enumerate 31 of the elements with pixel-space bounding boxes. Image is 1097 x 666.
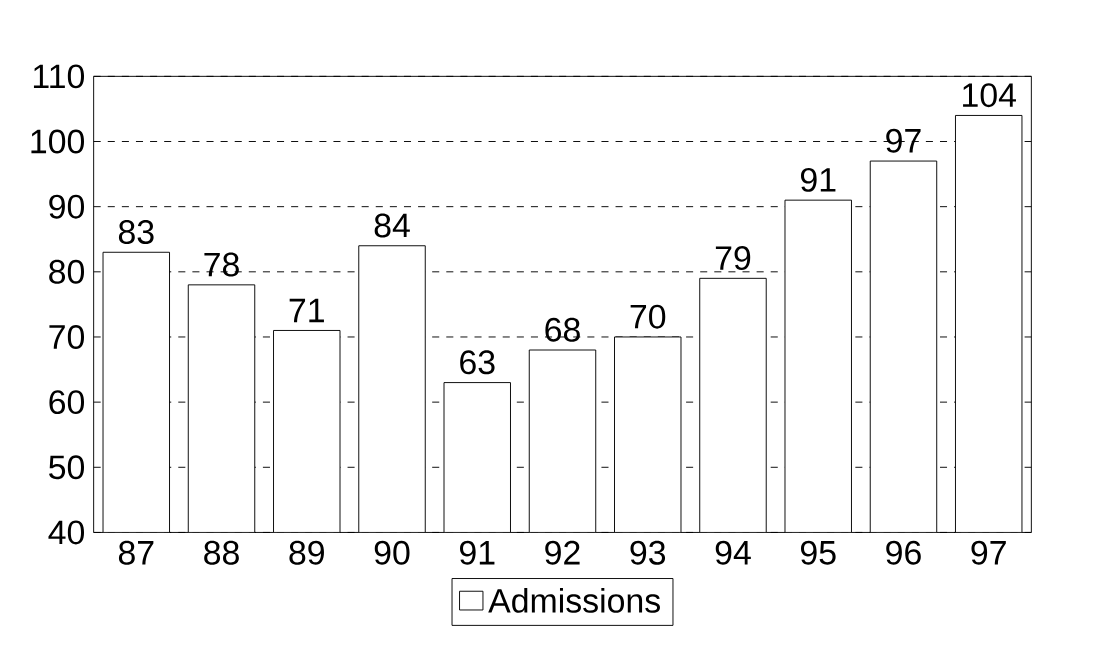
y-tick-label: 40 <box>48 520 85 545</box>
x-tick-label: 95 <box>800 540 836 565</box>
data-label: 104 <box>963 83 1016 108</box>
y-tick-label: 50 <box>49 455 85 480</box>
legend-label: Admissions <box>488 587 660 613</box>
data-label: 63 <box>460 350 495 375</box>
data-label: 68 <box>545 317 580 342</box>
x-tick-label: 92 <box>545 540 580 565</box>
y-tick-label: 110 <box>33 64 85 89</box>
data-label: 97 <box>886 128 921 153</box>
data-label: 71 <box>289 298 324 323</box>
x-tick-label: 96 <box>886 540 921 565</box>
x-tick-label: 91 <box>460 540 495 565</box>
y-tick-label: 80 <box>49 259 85 284</box>
y-tick-label: 60 <box>49 390 85 415</box>
x-tick-label: 88 <box>204 540 239 565</box>
x-tick-label: 93 <box>630 540 666 565</box>
x-tick-label: 87 <box>118 540 154 565</box>
y-tick-label: 100 <box>31 129 85 154</box>
data-label: 79 <box>715 245 751 270</box>
data-label: 70 <box>630 304 666 329</box>
y-tick-label: 70 <box>49 324 85 349</box>
x-tick-label: 94 <box>715 540 751 565</box>
x-tick-label: 89 <box>289 540 324 565</box>
data-label: 78 <box>204 252 239 277</box>
x-tick-label: 90 <box>374 540 410 565</box>
data-label: 83 <box>118 219 154 244</box>
data-label: 91 <box>800 167 836 192</box>
x-tick-label: 97 <box>971 540 1006 565</box>
data-label: 84 <box>374 213 410 238</box>
y-tick-label: 90 <box>49 194 85 219</box>
